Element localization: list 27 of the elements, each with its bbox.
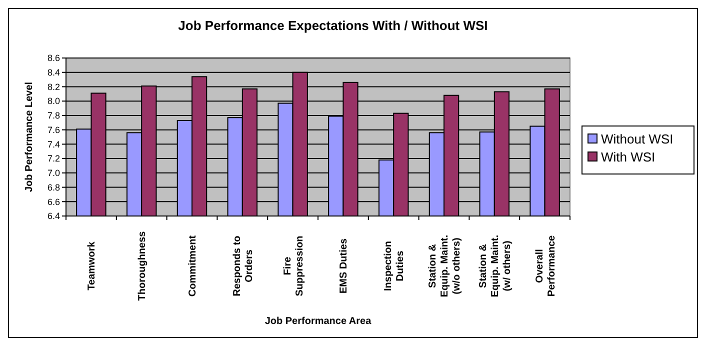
chart-title: Job Performance Expectations With / Without WSI: [178, 18, 488, 33]
y-tick-label: 6.4: [47, 211, 60, 222]
y-tick-label: 6.6: [47, 196, 60, 207]
legend-label: With WSI: [601, 150, 656, 165]
x-tick-label: Station & Equip. Maint. (w/o others): [428, 234, 462, 298]
x-tick-label: Teamwork: [86, 241, 98, 290]
y-tick-label: 8.0: [47, 96, 60, 106]
x-tick-label: Thoroughness: [137, 230, 148, 301]
y-tick-label: 7.6: [47, 124, 60, 135]
x-tick-label: Commitment: [188, 234, 198, 297]
y-axis-title: Job Performance Level: [24, 82, 35, 192]
y-tick-label: 7.0: [47, 168, 60, 178]
y-tick-label: 6.8: [47, 182, 60, 192]
x-tick-label: Inspection Duties: [383, 240, 406, 292]
x-tick-label: Overall Performance: [534, 234, 558, 297]
y-tick-label: 7.8: [47, 110, 60, 121]
y-tick-label: 8.4: [47, 68, 60, 78]
y-tick-label: 8.6: [47, 53, 60, 64]
y-tick-label: 7.4: [47, 139, 60, 150]
y-tick-label: 7.2: [47, 154, 60, 164]
x-axis-title: Job Performance Area: [264, 316, 372, 327]
y-tick-label: 8.2: [47, 82, 60, 92]
legend-label: Without WSI: [601, 132, 674, 147]
x-tick-label: Responds to Orders: [232, 236, 255, 296]
x-tick-label: EMS Duties: [338, 238, 350, 294]
x-tick-label: Fire Suppression: [282, 236, 306, 296]
x-tick-label: Station & Equip. Maint. (w/ others): [478, 234, 513, 298]
